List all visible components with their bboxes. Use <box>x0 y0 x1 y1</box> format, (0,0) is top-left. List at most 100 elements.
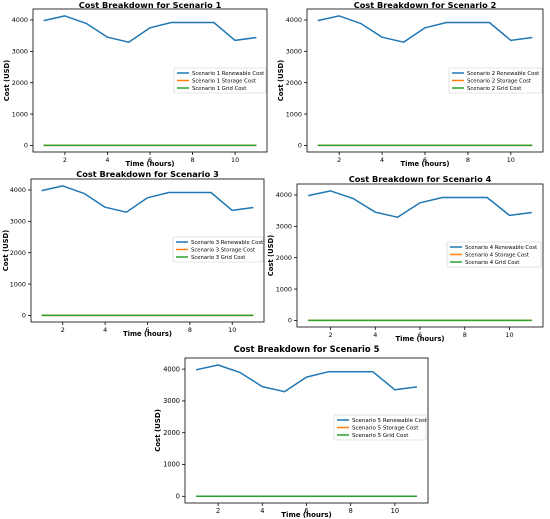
legend-label-renewable: Scenario 1 Renewable Cost <box>192 71 264 77</box>
x-tick-label: 4 <box>105 156 109 164</box>
x-tick-label: 8 <box>188 326 192 334</box>
chart-scenario-3: Cost Breakdown for Scenario 3 0 1000 2000 30… <box>2 169 265 338</box>
x-tick-label: 10 <box>231 156 239 164</box>
y-tick-label: 4000 <box>163 365 180 373</box>
x-tick-label: 6 <box>304 507 308 515</box>
x-tick-label: 4 <box>260 507 264 515</box>
legend-label-storage: Scenario 2 Storage Cost <box>467 79 531 85</box>
legend-label-grid: Scenario 2 Grid Cost <box>467 86 521 92</box>
y-axis-label: Cost (USD) <box>277 60 285 102</box>
y-tick-label: 0 <box>24 142 28 150</box>
chart-title: Cost Breakdown for Scenario 3 <box>76 169 219 179</box>
legend-label-storage: Scenario 3 Storage Cost <box>191 248 255 254</box>
x-tick-label: 2 <box>63 156 67 164</box>
x-tick-label: 6 <box>148 156 152 164</box>
legend-label-storage: Scenario 4 Storage Cost <box>465 253 529 259</box>
y-tick-label: 1000 <box>12 110 28 118</box>
y-tick-label: 2000 <box>276 254 292 262</box>
series-line-renewable <box>195 364 418 393</box>
y-axis-label: Cost (USD) <box>267 235 275 277</box>
y-axis-label: Cost (USD) <box>2 230 10 272</box>
legend-box <box>448 67 543 94</box>
legend-box <box>172 236 264 263</box>
series-line-renewable <box>308 190 532 218</box>
x-tick-label: 8 <box>349 507 353 515</box>
y-tick-label: 1000 <box>286 110 302 118</box>
legend-label-grid: Scenario 4 Grid Cost <box>465 260 519 266</box>
y-tick-label: 0 <box>22 312 26 320</box>
y-tick-label: 0 <box>176 493 180 501</box>
x-axis-label: Time (hours) <box>126 160 175 168</box>
x-tick-label: 10 <box>507 156 515 164</box>
x-tick-label: 6 <box>145 326 149 334</box>
x-tick-label: 10 <box>228 326 236 334</box>
y-axis-label: Cost (USD) <box>3 60 11 102</box>
x-axis-label: Time (hours) <box>396 335 445 343</box>
legend-label-grid: Scenario 3 Grid Cost <box>191 255 245 261</box>
chart-scenario-4: Cost Breakdown for Scenario 4 0 1000 2000 30… <box>267 174 544 343</box>
y-tick-label: 3000 <box>163 397 180 405</box>
y-tick-label: 1000 <box>276 285 292 293</box>
chart-panel-4: Cost Breakdown for Scenario 4 0 1000 2000 30… <box>267 170 550 343</box>
series-line-renewable <box>317 15 533 43</box>
y-tick-label: 3000 <box>12 48 28 56</box>
x-tick-label: 8 <box>463 331 467 339</box>
legend-label-grid: Scenario 1 Grid Cost <box>192 86 246 92</box>
y-tick-label: 0 <box>288 317 292 325</box>
legend-label-renewable: Scenario 4 Renewable Cost <box>465 245 537 251</box>
series-line-renewable <box>43 15 257 43</box>
y-tick-label: 2000 <box>163 429 180 437</box>
x-tick-label: 10 <box>391 507 399 515</box>
y-tick-label: 3000 <box>10 218 26 226</box>
x-tick-label: 6 <box>418 331 422 339</box>
chart-panel-1: Cost Breakdown for Scenario 1 0 1000 2000 30… <box>0 0 275 172</box>
y-tick-label: 0 <box>298 142 302 150</box>
legend-label-storage: Scenario 1 Storage Cost <box>192 79 256 85</box>
x-tick-label: 2 <box>329 331 333 339</box>
legend-label-renewable: Scenario 5 Renewable Cost <box>352 418 428 424</box>
y-axis-label: Cost (USD) <box>154 409 162 452</box>
x-tick-label: 2 <box>337 156 341 164</box>
chart-scenario-5: Cost Breakdown for Scenario 5 0 1000 2000 30… <box>154 344 429 519</box>
x-tick-label: 8 <box>191 156 195 164</box>
chart-panel-2: Cost Breakdown for Scenario 2 0 1000 2000 30… <box>275 0 550 172</box>
y-tick-label: 2000 <box>286 79 302 87</box>
y-tick-label: 3000 <box>276 223 292 231</box>
x-tick-label: 2 <box>61 326 65 334</box>
chart-scenario-1: Cost Breakdown for Scenario 1 0 1000 2000 30… <box>3 0 268 168</box>
x-tick-label: 4 <box>103 326 107 334</box>
chart-title: Cost Breakdown for Scenario 5 <box>234 344 380 354</box>
x-axis-label: Time (hours) <box>123 330 172 338</box>
x-tick-label: 2 <box>216 507 220 515</box>
chart-panel-5: Cost Breakdown for Scenario 5 0 1000 2000 30… <box>140 340 440 519</box>
y-tick-label: 4000 <box>286 16 302 24</box>
series-line-renewable <box>41 185 254 213</box>
chart-title: Cost Breakdown for Scenario 2 <box>354 0 497 10</box>
y-tick-label: 1000 <box>163 461 180 469</box>
legend-box <box>446 241 542 268</box>
legend-label-renewable: Scenario 3 Renewable Cost <box>191 240 263 246</box>
x-tick-label: 4 <box>373 331 377 339</box>
chart-title: Cost Breakdown for Scenario 4 <box>349 174 492 184</box>
legend-box <box>333 414 427 441</box>
legend-label-grid: Scenario 5 Grid Cost <box>352 433 409 439</box>
x-tick-label: 8 <box>466 156 470 164</box>
legend-box <box>173 67 267 94</box>
chart-title: Cost Breakdown for Scenario 1 <box>79 0 222 10</box>
chart-scenario-2: Cost Breakdown for Scenario 2 0 1000 2000 30… <box>277 0 544 168</box>
y-tick-label: 2000 <box>10 249 26 257</box>
y-tick-label: 4000 <box>12 16 28 24</box>
y-tick-label: 1000 <box>10 280 26 288</box>
chart-panel-3: Cost Breakdown for Scenario 3 0 1000 2000 30… <box>0 169 272 340</box>
y-tick-label: 2000 <box>12 79 28 87</box>
y-tick-label: 4000 <box>276 191 292 199</box>
y-tick-label: 3000 <box>286 48 302 56</box>
x-tick-label: 6 <box>423 156 427 164</box>
legend-label-storage: Scenario 5 Storage Cost <box>352 426 419 432</box>
x-tick-label: 10 <box>505 331 513 339</box>
x-axis-label: Time (hours) <box>401 160 450 168</box>
x-axis-label: Time (hours) <box>281 511 331 519</box>
x-tick-label: 4 <box>380 156 384 164</box>
y-tick-label: 4000 <box>10 186 26 194</box>
legend-label-renewable: Scenario 2 Renewable Cost <box>467 71 539 77</box>
